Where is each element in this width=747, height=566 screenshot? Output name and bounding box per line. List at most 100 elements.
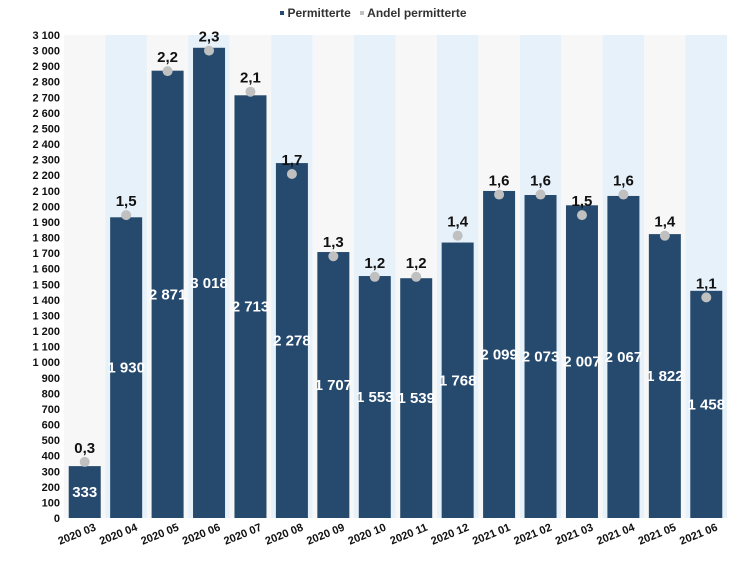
bar-permitterte: [193, 47, 226, 519]
x-tick-label: 2021 02: [512, 522, 553, 548]
y-tick-label: 200: [42, 482, 60, 494]
andel-point: [369, 271, 380, 282]
y-tick-label: 2 200: [32, 170, 60, 182]
y-tick-label: 1 300: [32, 310, 60, 322]
andel-point: [411, 271, 422, 282]
y-tick-label: 700: [42, 404, 60, 416]
legend-swatch-permitterte: [280, 10, 285, 15]
bar-permitterte: [68, 466, 101, 518]
legend-item-permitterte[interactable]: Permitterte: [280, 6, 351, 20]
bar-value-label: 2 073: [522, 349, 560, 366]
y-tick-label: 800: [42, 388, 60, 400]
andel-value-label: 2,1: [240, 70, 261, 87]
x-tick-label: 2021 05: [637, 522, 678, 548]
y-tick-label: 2 400: [32, 139, 60, 151]
andel-value-label: 1,7: [281, 152, 302, 169]
y-tick-label: 2 600: [32, 108, 60, 120]
andel-value-label: 1,1: [696, 275, 717, 292]
andel-value-label: 1,6: [530, 173, 551, 190]
andel-point: [79, 456, 90, 467]
bar-value-label: 2 007: [563, 354, 601, 371]
bar-permitterte: [607, 195, 640, 518]
bar-permitterte: [317, 252, 350, 518]
x-tick-label: 2020 10: [347, 522, 388, 548]
bar-permitterte: [110, 217, 143, 518]
andel-value-label: 1,4: [447, 214, 469, 231]
andel-point: [245, 86, 256, 97]
andel-point: [535, 189, 546, 200]
x-tick-label: 2020 05: [139, 522, 180, 548]
bar-permitterte: [524, 195, 557, 518]
y-tick-label: 1 500: [32, 279, 60, 291]
andel-value-label: 0,3: [74, 440, 95, 457]
y-tick-label: 2 000: [32, 201, 60, 213]
x-tick-label: 2020 07: [222, 522, 263, 548]
andel-point: [121, 210, 132, 221]
bar-value-label: 2 278: [273, 333, 311, 350]
bar-permitterte: [648, 234, 681, 518]
bar-value-label: 2 871: [149, 286, 187, 303]
y-tick-label: 2 500: [32, 123, 60, 135]
andel-point: [286, 168, 297, 179]
andel-value-label: 1,2: [364, 255, 385, 272]
bar-value-label: 3 018: [190, 275, 228, 292]
y-tick-label: 2 800: [32, 77, 60, 89]
x-tick-label: 2021 04: [595, 521, 637, 547]
andel-point: [494, 189, 505, 200]
bar-value-label: 1 707: [315, 377, 353, 394]
legend-label-permitterte: Permitterte: [287, 6, 351, 20]
y-tick-label: 1 900: [32, 217, 60, 229]
legend-item-andel-permitterte[interactable]: Andel permitterte: [360, 6, 467, 20]
andel-point: [618, 189, 629, 200]
bar-value-label: 1 458: [688, 396, 726, 413]
y-tick-label: 1 400: [32, 295, 60, 307]
legend-swatch-andel-permitterte: [360, 10, 365, 15]
andel-value-label: 1,3: [323, 234, 344, 251]
y-tick-label: 400: [42, 451, 60, 463]
y-tick-label: 900: [42, 373, 60, 385]
y-tick-label: 1 700: [32, 248, 60, 260]
andel-point: [204, 45, 215, 56]
bar-value-label: 1 930: [107, 360, 145, 377]
bar-permitterte: [151, 70, 184, 518]
bar-value-label: 2 099: [480, 346, 518, 363]
bar-permitterte: [690, 290, 723, 518]
andel-value-label: 1,6: [489, 173, 510, 190]
x-tick-label: 2020 09: [305, 522, 346, 548]
bar-value-label: 2 067: [605, 349, 643, 366]
bar-value-label: 1 539: [397, 390, 435, 407]
y-tick-label: 1 100: [32, 342, 60, 354]
bar-permitterte: [358, 276, 391, 518]
andel-value-label: 1,5: [116, 193, 137, 210]
y-tick-label: 3 100: [32, 30, 60, 42]
andel-point: [701, 292, 712, 303]
andel-point: [328, 251, 339, 262]
y-tick-label: 600: [42, 420, 60, 432]
bar-value-label: 1 822: [646, 368, 684, 385]
background-band: [64, 35, 106, 518]
y-tick-label: 500: [42, 435, 60, 447]
andel-value-label: 2,2: [157, 49, 178, 66]
bar-value-label: 1 768: [439, 372, 477, 389]
andel-value-label: 1,6: [613, 173, 634, 190]
x-tick-label: 2021 06: [678, 522, 719, 548]
y-tick-label: 100: [42, 497, 60, 509]
chart-legend: Permitterte Andel permitterte: [0, 6, 747, 20]
y-tick-label: 2 900: [32, 61, 60, 73]
andel-point: [576, 210, 587, 221]
y-tick-label: 300: [42, 466, 60, 478]
x-tick-label: 2020 12: [429, 522, 470, 548]
bar-permitterte: [483, 190, 516, 518]
x-tick-label: 2020 04: [98, 521, 140, 547]
bar-permitterte: [441, 242, 474, 519]
y-tick-label: 3 000: [32, 46, 60, 58]
bar-permitterte: [275, 163, 308, 518]
x-tick-label: 2020 11: [389, 522, 430, 548]
x-tick-label: 2021 01: [471, 522, 512, 548]
y-tick-label: 0: [54, 513, 60, 525]
andel-point: [452, 230, 463, 241]
x-tick-label: 2020 06: [181, 522, 222, 548]
y-tick-label: 1 600: [32, 264, 60, 276]
bar-value-label: 1 553: [356, 389, 394, 406]
bar-permitterte: [400, 278, 433, 518]
